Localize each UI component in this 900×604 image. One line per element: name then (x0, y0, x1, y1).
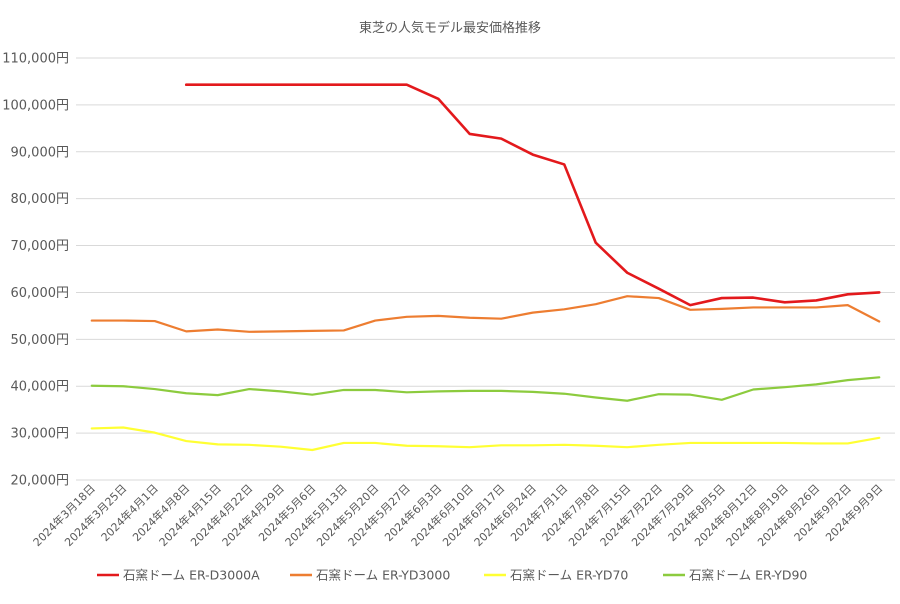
y-tick-label: 30,000円 (11, 427, 70, 442)
series-line-4 (90, 376, 881, 402)
y-tick-label: 100,000円 (2, 98, 69, 113)
y-tick-label: 70,000円 (11, 239, 70, 254)
series-line-3 (90, 426, 881, 452)
y-axis-tick-labels: 20,000円 30,000円 40,000円 50,000円 60,000円 70,00… (2, 52, 69, 489)
legend: 石窯ドーム ER-D3000A 石窯ドーム ER-YD3000 石窯ドーム ER-Y… (97, 568, 807, 583)
y-tick-label: 40,000円 (11, 380, 70, 395)
legend-label: 石窯ドーム ER-YD90 (689, 568, 807, 583)
series-line-1 (184, 83, 881, 307)
legend-label: 石窯ドーム ER-YD3000 (316, 568, 450, 583)
y-tick-label: 80,000円 (11, 192, 70, 207)
legend-label: 石窯ドーム ER-D3000A (123, 568, 260, 583)
chart-title: 東芝の人気モデル最安価格推移 (359, 20, 541, 36)
y-tick-label: 90,000円 (11, 145, 70, 160)
y-tick-label: 20,000円 (11, 474, 70, 489)
legend-label: 石窯ドーム ER-YD70 (510, 568, 628, 583)
series-lines (90, 83, 881, 452)
gridlines (76, 57, 895, 481)
y-tick-label: 110,000円 (2, 52, 69, 67)
x-axis-tick-labels: 2024年3月18日2024年3月25日2024年4月1日2024年4月8日20… (30, 481, 885, 549)
y-tick-label: 60,000円 (11, 286, 70, 301)
y-tick-label: 50,000円 (11, 333, 70, 348)
series-line-2 (90, 295, 881, 333)
